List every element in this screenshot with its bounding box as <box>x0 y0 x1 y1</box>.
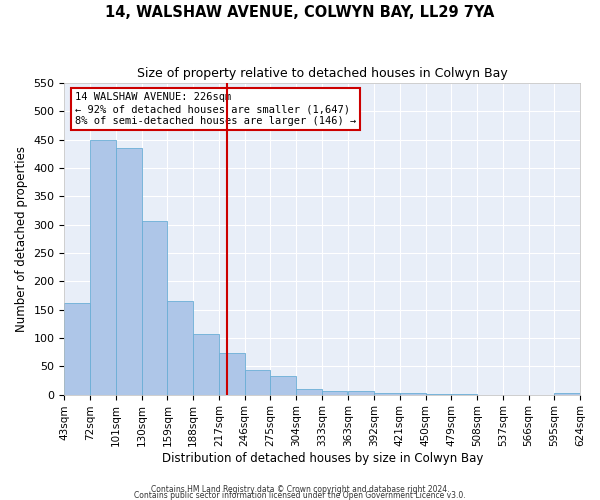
Bar <box>374 393 400 394</box>
Bar <box>90 140 116 394</box>
Text: 14, WALSHAW AVENUE, COLWYN BAY, LL29 7YA: 14, WALSHAW AVENUE, COLWYN BAY, LL29 7YA <box>106 5 494 20</box>
Bar <box>193 334 219 394</box>
Bar <box>219 353 245 395</box>
Bar <box>167 301 193 394</box>
Bar <box>322 390 347 394</box>
Bar <box>64 303 90 394</box>
Text: Contains HM Land Registry data © Crown copyright and database right 2024.: Contains HM Land Registry data © Crown c… <box>151 485 449 494</box>
X-axis label: Distribution of detached houses by size in Colwyn Bay: Distribution of detached houses by size … <box>161 452 483 465</box>
Bar <box>349 390 374 394</box>
Text: 14 WALSHAW AVENUE: 226sqm
← 92% of detached houses are smaller (1,647)
8% of sem: 14 WALSHAW AVENUE: 226sqm ← 92% of detac… <box>75 92 356 126</box>
Bar <box>554 393 580 394</box>
Bar <box>116 148 142 394</box>
Bar <box>270 376 296 394</box>
Bar <box>296 389 322 394</box>
Title: Size of property relative to detached houses in Colwyn Bay: Size of property relative to detached ho… <box>137 68 508 80</box>
Text: Contains public sector information licensed under the Open Government Licence v3: Contains public sector information licen… <box>134 490 466 500</box>
Bar <box>142 220 167 394</box>
Bar <box>245 370 270 394</box>
Y-axis label: Number of detached properties: Number of detached properties <box>15 146 28 332</box>
